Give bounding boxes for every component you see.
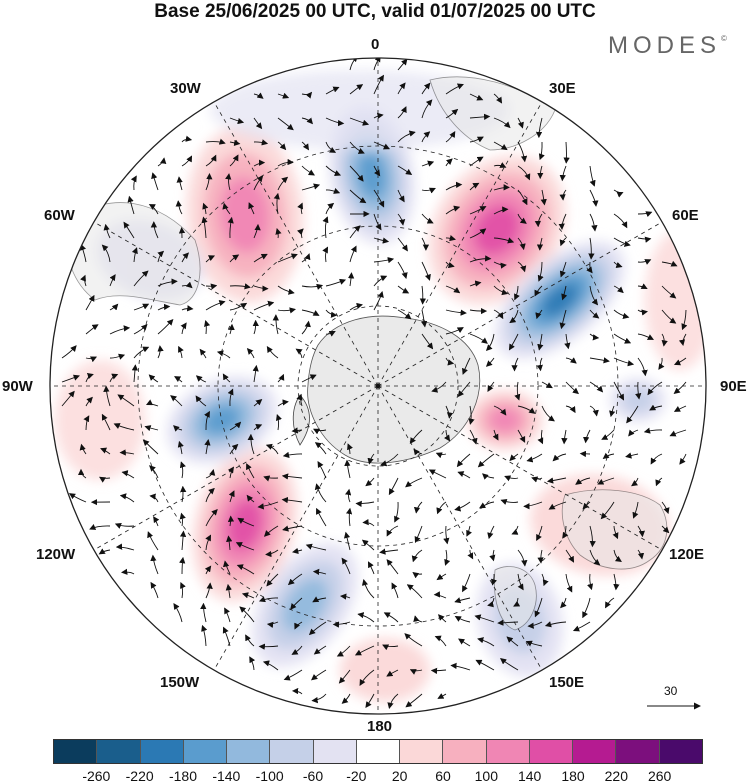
label-90w: 90W xyxy=(2,378,33,395)
colorbar xyxy=(53,739,703,764)
anomaly-pos-180 xyxy=(340,638,430,702)
colorbar-tick-label: 220 xyxy=(605,768,628,784)
colorbar-swatch xyxy=(54,740,97,763)
colorbar-tick-label: 100 xyxy=(475,768,498,784)
colorbar-swatch xyxy=(227,740,270,763)
label-120e: 120E xyxy=(669,546,704,563)
colorbar-tick-label: -180 xyxy=(169,768,197,784)
reference-vector-label: 30 xyxy=(664,684,677,698)
colorbar-tick-label: 60 xyxy=(435,768,451,784)
colorbar-swatch xyxy=(616,740,659,763)
label-30e: 30E xyxy=(549,80,576,97)
colorbar-swatch xyxy=(141,740,184,763)
colorbar-tick-label: -20 xyxy=(346,768,366,784)
colorbar-tick-label: 140 xyxy=(518,768,541,784)
south-pole-dot xyxy=(376,384,381,389)
label-120w: 120W xyxy=(36,546,75,563)
colorbar-swatch xyxy=(400,740,443,763)
label-0: 0 xyxy=(371,36,379,53)
colorbar-tick-label: -260 xyxy=(82,768,110,784)
anomaly-pos-90e xyxy=(489,407,522,433)
label-150e: 150E xyxy=(549,674,584,691)
label-60w: 60W xyxy=(44,207,75,224)
colorbar-tick-label: -60 xyxy=(303,768,323,784)
colorbar-tick-label: 260 xyxy=(648,768,671,784)
colorbar-tick-label: -220 xyxy=(126,768,154,784)
polar-map xyxy=(0,0,750,730)
label-60e: 60E xyxy=(672,207,699,224)
colorbar-swatch xyxy=(97,740,140,763)
colorbar-swatch xyxy=(314,740,357,763)
colorbar-swatch xyxy=(530,740,573,763)
colorbar-swatch xyxy=(660,740,702,763)
colorbar-swatch xyxy=(357,740,400,763)
colorbar-swatch xyxy=(270,740,313,763)
colorbar-tick-label: 20 xyxy=(392,768,408,784)
colorbar-tick-label: -140 xyxy=(212,768,240,784)
colorbar-swatch xyxy=(573,740,616,763)
colorbar-swatch xyxy=(184,740,227,763)
label-150w: 150W xyxy=(160,674,199,691)
label-180: 180 xyxy=(367,718,392,735)
madagascar-land xyxy=(585,79,655,119)
label-90e: 90E xyxy=(720,378,747,395)
anomaly-band xyxy=(55,360,145,480)
colorbar-tick-label: -100 xyxy=(256,768,284,784)
label-30w: 30W xyxy=(170,80,201,97)
colorbar-tick-label: 180 xyxy=(561,768,584,784)
colorbar-swatch xyxy=(443,740,486,763)
colorbar-swatch xyxy=(487,740,530,763)
